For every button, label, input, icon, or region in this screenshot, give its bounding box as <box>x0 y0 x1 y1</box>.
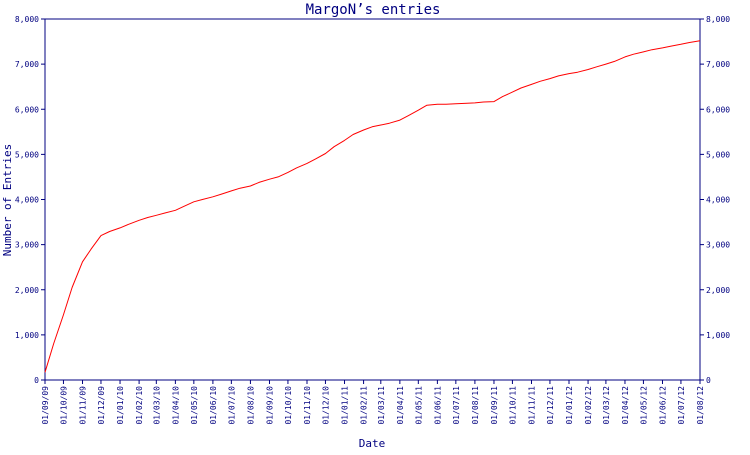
plot-area <box>44 40 701 373</box>
y-tick-label-right: 2,000 <box>706 286 730 295</box>
x-tick-label: 01/06/10 <box>209 386 218 425</box>
y-tick-label-left: 4,000 <box>15 196 39 205</box>
x-tick-label: 01/08/11 <box>471 386 480 425</box>
x-tick-label: 01/02/11 <box>360 386 369 425</box>
y-tick-label-left: 5,000 <box>15 150 39 159</box>
x-tick-label: 01/11/11 <box>527 386 536 425</box>
y-tick-label-right: 7,000 <box>706 60 730 69</box>
y-tick-label-right: 1,000 <box>706 331 730 340</box>
x-tick-label: 01/05/10 <box>190 386 199 425</box>
x-tick-label: 01/02/12 <box>584 386 593 425</box>
y-tick-label-left: 6,000 <box>15 105 39 114</box>
y-tick-label-right: 4,000 <box>706 196 730 205</box>
x-tick-label: 01/04/11 <box>396 386 405 425</box>
x-tick-label: 01/10/11 <box>508 386 517 425</box>
left-y-axis-ticks: 0 1,000 2,000 3,000 4,000 5,000 6,000 7,000 8,00… <box>15 15 45 385</box>
y-axis-title: Number of Entries <box>1 144 14 257</box>
x-tick-label: 01/09/09 <box>41 386 50 425</box>
y-tick-label-left: 8,000 <box>15 15 39 24</box>
y-tick-label-left: 3,000 <box>15 241 39 250</box>
x-axis-title: Date <box>359 437 386 450</box>
x-tick-label: 01/03/10 <box>152 386 161 425</box>
x-tick-label: 01/01/11 <box>341 386 350 425</box>
chart-title: MargoN’s entries <box>306 2 441 18</box>
y-tick-label-right: 8,000 <box>706 15 730 24</box>
y-tick-label-right: 0 <box>706 376 711 385</box>
x-tick-label: 01/05/11 <box>414 386 423 425</box>
x-tick-label: 01/07/10 <box>227 386 236 425</box>
x-tick-label: 01/01/10 <box>116 386 125 425</box>
x-tick-label: 01/04/12 <box>621 386 630 425</box>
x-tick-label: 01/02/10 <box>135 386 144 425</box>
x-tick-label: 01/07/12 <box>677 386 686 425</box>
y-tick-label-right: 3,000 <box>706 241 730 250</box>
x-tick-label: 01/10/10 <box>284 386 293 425</box>
x-tick-label: 01/05/12 <box>639 386 648 425</box>
x-tick-label: 01/07/11 <box>452 386 461 425</box>
x-tick-label: 01/08/12 <box>696 386 705 425</box>
x-tick-label: 01/12/09 <box>97 386 106 425</box>
x-tick-label: 01/09/10 <box>265 386 274 425</box>
y-tick-label-left: 1,000 <box>15 331 39 340</box>
x-tick-label: 01/12/10 <box>321 386 330 425</box>
x-tick-label: 01/08/10 <box>246 386 255 425</box>
plot-frame <box>44 18 701 381</box>
x-tick-label: 01/03/11 <box>377 386 386 425</box>
x-tick-label: 01/09/11 <box>490 386 499 425</box>
x-tick-label: 01/11/10 <box>303 386 312 425</box>
y-tick-label-left: 0 <box>34 376 39 385</box>
y-tick-label-right: 6,000 <box>706 105 730 114</box>
y-tick-label-right: 5,000 <box>706 150 730 159</box>
right-y-axis-ticks: 0 1,000 2,000 3,000 4,000 5,000 6,000 7,000 8,00… <box>700 15 730 385</box>
y-tick-label-left: 2,000 <box>15 286 39 295</box>
x-tick-label: 01/06/12 <box>658 386 667 425</box>
x-tick-label: 01/11/09 <box>79 386 88 425</box>
y-tick-label-left: 7,000 <box>15 60 39 69</box>
x-tick-label: 01/10/09 <box>59 386 68 425</box>
x-tick-label: 01/12/11 <box>546 386 555 425</box>
x-tick-label: 01/06/11 <box>433 386 442 425</box>
series-line-0 <box>44 40 701 373</box>
x-tick-label: 01/04/10 <box>171 386 180 425</box>
x-tick-label: 01/01/12 <box>565 386 574 425</box>
x-axis-ticks: 01/09/09 01/10/09 01/11/09 01/12/09 01/01/10… <box>41 380 705 425</box>
x-tick-label: 01/03/12 <box>602 386 611 425</box>
axes <box>44 18 701 381</box>
